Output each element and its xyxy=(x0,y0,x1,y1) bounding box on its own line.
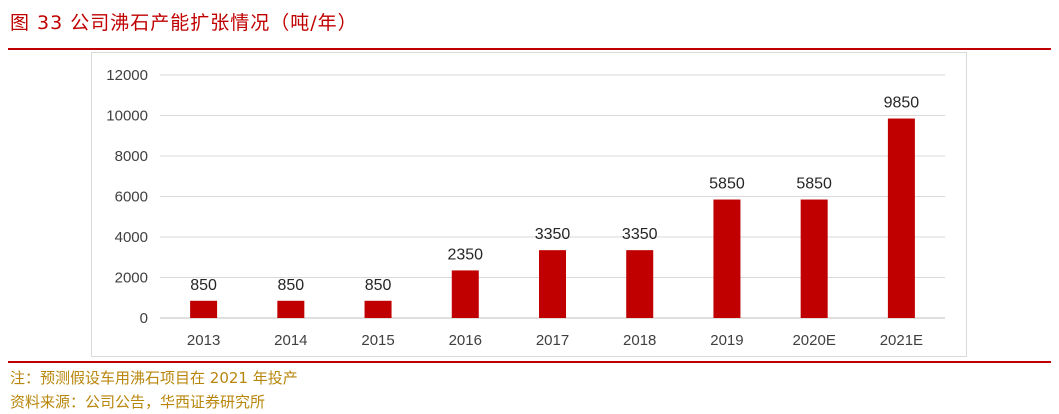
bar xyxy=(277,300,305,318)
figure-title: 图 33 公司沸石产能扩张情况（吨/年） xyxy=(10,12,358,34)
bar xyxy=(539,250,566,318)
y-tick-label: 12000 xyxy=(106,67,148,84)
x-tick-label: 2021E xyxy=(880,332,923,349)
x-tick-label: 2017 xyxy=(536,332,569,349)
bar xyxy=(364,300,392,318)
x-tick-label: 2014 xyxy=(274,332,307,349)
y-tick-label: 2000 xyxy=(115,270,148,287)
y-tick-label: 8000 xyxy=(115,148,148,165)
y-tick-label: 0 xyxy=(140,310,148,327)
x-tick-label: 2019 xyxy=(710,332,743,349)
data-label: 850 xyxy=(277,277,304,294)
y-tick-label: 6000 xyxy=(115,189,148,206)
top-divider xyxy=(8,48,1051,50)
bar xyxy=(190,300,218,318)
source-note: 资料来源：公司公告，华西证券研究所 xyxy=(10,393,266,411)
bar xyxy=(887,118,915,318)
bottom-divider xyxy=(8,361,1051,363)
bars xyxy=(190,118,915,318)
x-tick-label: 2018 xyxy=(623,332,656,349)
data-label: 5850 xyxy=(796,176,832,193)
bar xyxy=(800,199,828,318)
bar xyxy=(713,199,741,318)
footnote: 注：预测假设车用沸石项目在 2021 年投产 xyxy=(10,369,298,387)
data-label: 5850 xyxy=(709,176,745,193)
data-label: 2350 xyxy=(447,246,483,263)
x-tick-label: 2016 xyxy=(449,332,482,349)
data-label: 850 xyxy=(190,277,217,294)
x-axis-tick-labels: 2013 2014 2015 2016 2017 2018 2019 2020E 2021E xyxy=(187,332,923,349)
data-labels: 850 850 850 2350 3350 3350 5850 5850 9850 xyxy=(190,95,919,294)
y-tick-label: 4000 xyxy=(115,229,148,246)
data-label: 9850 xyxy=(884,95,920,112)
y-tick-label: 10000 xyxy=(106,108,148,125)
bar xyxy=(626,250,654,318)
y-axis-tick-labels: 0 2000 4000 6000 8000 10000 12000 xyxy=(106,67,148,327)
data-label: 3350 xyxy=(622,226,658,243)
data-label: 850 xyxy=(365,277,392,294)
bar xyxy=(451,270,479,318)
gridlines xyxy=(160,74,945,319)
x-tick-label: 2020E xyxy=(792,332,835,349)
x-tick-label: 2015 xyxy=(361,332,394,349)
x-tick-label: 2013 xyxy=(187,332,220,349)
data-label: 3350 xyxy=(535,226,571,243)
